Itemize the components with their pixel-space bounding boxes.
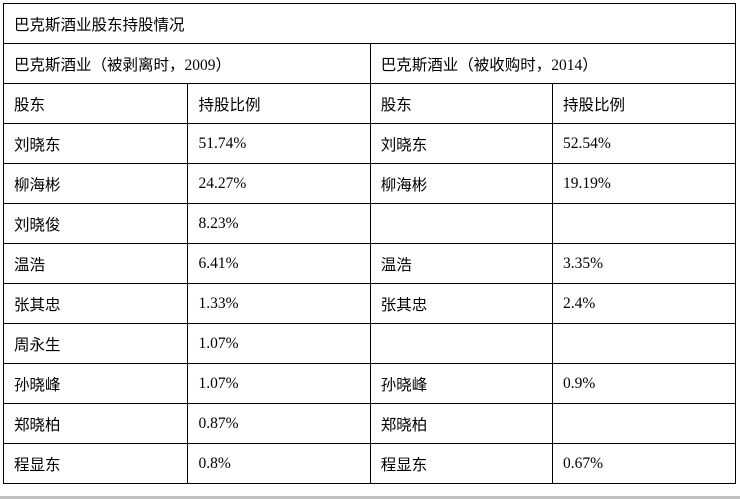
shareholder-name-cell: 程显东: [369, 443, 553, 484]
table-head-section: 巴克斯酒业股东持股情况 巴克斯酒业（被剥离时，2009） 巴克斯酒业（被收购时，…: [2, 3, 737, 124]
shareholding-ratio-cell: 6.41%: [187, 243, 371, 284]
section-header-2009: 巴克斯酒业（被剥离时，2009）: [3, 43, 371, 84]
column-header-ratio: 持股比例: [551, 83, 737, 124]
column-header-shareholder: 股东: [369, 83, 553, 124]
shareholding-ratio-cell: 3.35%: [551, 243, 737, 284]
column-header-ratio: 持股比例: [187, 83, 371, 124]
shareholder-name-cell: 刘晓东: [2, 123, 189, 164]
shareholder-name-cell: [369, 203, 553, 244]
shareholder-name-cell: 郑晓柏: [369, 403, 553, 444]
shareholder-name-cell: 温浩: [369, 243, 553, 284]
shareholding-ratio-cell: 1.07%: [187, 323, 371, 364]
shareholder-name-cell: 刘晓俊: [2, 203, 189, 244]
shareholding-ratio-cell: 1.33%: [187, 283, 371, 324]
column-header-row: 股东 持股比例 股东 持股比例: [2, 83, 737, 124]
shareholding-ratio-cell: 0.67%: [551, 443, 737, 484]
shareholding-ratio-cell: 0.87%: [187, 403, 371, 444]
shareholder-name-cell: 孙晓峰: [369, 363, 553, 404]
shareholding-ratio-cell: 19.19%: [551, 163, 737, 204]
table-row: 柳海彬 24.27% 柳海彬 19.19%: [2, 163, 737, 204]
shareholder-name-cell: [369, 323, 553, 364]
shareholding-table: 巴克斯酒业股东持股情况 巴克斯酒业（被剥离时，2009） 巴克斯酒业（被收购时，…: [2, 3, 737, 484]
shareholding-ratio-cell: 1.07%: [187, 363, 371, 404]
shareholding-ratio-cell: 52.54%: [551, 123, 737, 164]
shareholder-name-cell: 孙晓峰: [2, 363, 189, 404]
shareholding-ratio-cell: [551, 403, 737, 444]
shareholder-name-cell: 周永生: [2, 323, 189, 364]
screenshot-edge-strip: [0, 496, 740, 499]
section-header-row: 巴克斯酒业（被剥离时，2009） 巴克斯酒业（被收购时，2014）: [3, 43, 737, 84]
shareholding-ratio-cell: [551, 203, 737, 244]
shareholder-name-cell: 郑晓柏: [2, 403, 189, 444]
table-row: 刘晓俊 8.23%: [2, 203, 737, 244]
shareholding-ratio-cell: 8.23%: [187, 203, 371, 244]
table-row: 孙晓峰 1.07% 孙晓峰 0.9%: [2, 363, 737, 404]
column-header-shareholder: 股东: [2, 83, 189, 124]
table-row: 张其忠 1.33% 张其忠 2.4%: [2, 283, 737, 324]
shareholding-ratio-cell: [551, 323, 737, 364]
shareholder-name-cell: 温浩: [2, 243, 189, 284]
table-title: 巴克斯酒业股东持股情况: [3, 3, 736, 44]
table-row: 程显东 0.8% 程显东 0.67%: [2, 443, 737, 484]
table-body: 刘晓东 51.74% 刘晓东 52.54% 柳海彬 24.27% 柳海彬 19.…: [2, 123, 737, 484]
shareholder-name-cell: 柳海彬: [2, 163, 189, 204]
shareholding-ratio-cell: 2.4%: [551, 283, 737, 324]
shareholding-ratio-cell: 24.27%: [187, 163, 371, 204]
table-row: 刘晓东 51.74% 刘晓东 52.54%: [2, 123, 737, 164]
shareholding-ratio-cell: 0.8%: [187, 443, 371, 484]
shareholder-name-cell: 刘晓东: [369, 123, 553, 164]
table-row: 郑晓柏 0.87% 郑晓柏: [2, 403, 737, 444]
table-row: 温浩 6.41% 温浩 3.35%: [2, 243, 737, 284]
shareholder-name-cell: 张其忠: [2, 283, 189, 324]
shareholder-name-cell: 柳海彬: [369, 163, 553, 204]
table-row: 周永生 1.07%: [2, 323, 737, 364]
title-row: 巴克斯酒业股东持股情况: [3, 3, 736, 44]
shareholding-ratio-cell: 51.74%: [187, 123, 371, 164]
section-header-2014: 巴克斯酒业（被收购时，2014）: [369, 43, 737, 84]
shareholder-name-cell: 张其忠: [369, 283, 553, 324]
shareholding-ratio-cell: 0.9%: [551, 363, 737, 404]
shareholder-name-cell: 程显东: [2, 443, 189, 484]
